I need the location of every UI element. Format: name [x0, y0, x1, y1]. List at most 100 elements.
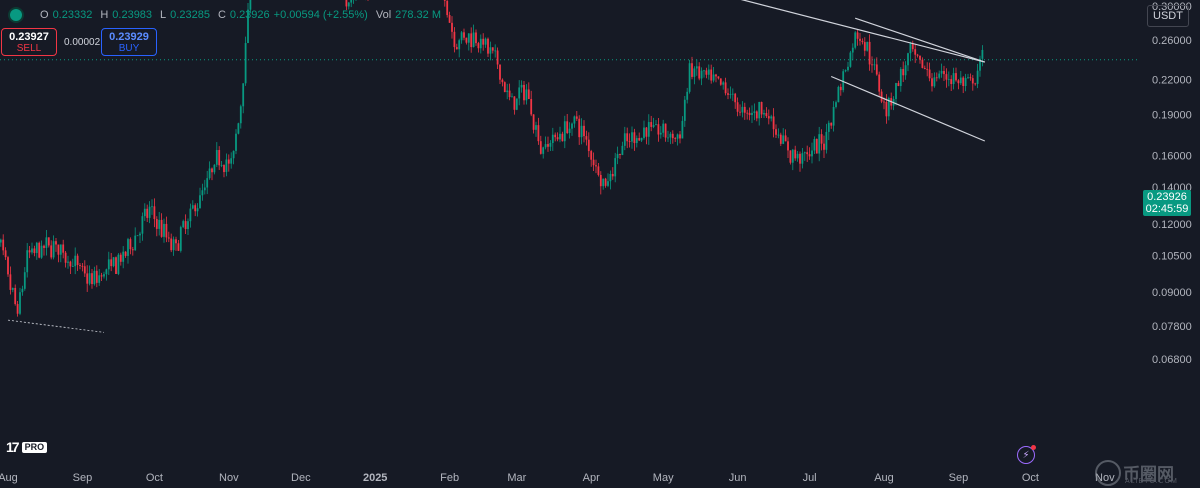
trendline[interactable]: [7, 319, 105, 333]
candle-body: [926, 68, 929, 70]
candle-body: [693, 68, 696, 77]
candle-body: [26, 250, 29, 273]
last-price: 0.23926: [1147, 191, 1187, 203]
candle-body: [736, 102, 739, 112]
candle-body: [167, 237, 170, 239]
price-tick-label: 0.19000: [1152, 110, 1192, 122]
candle-body: [880, 91, 883, 102]
trendline[interactable]: [830, 75, 986, 142]
candle-body: [151, 206, 153, 208]
candle-body: [760, 101, 763, 115]
sell-button[interactable]: 0.23927 SELL: [1, 28, 57, 56]
candle-body: [751, 112, 753, 116]
candle-body: [967, 77, 969, 79]
buy-button[interactable]: 0.23929 BUY: [101, 28, 157, 56]
time-tick-label: Nov: [219, 472, 239, 484]
candle-body: [916, 54, 919, 56]
candle-body: [50, 245, 53, 258]
price-axis[interactable]: 0.500000.400000.340000.300000.260000.220…: [1152, 0, 1192, 366]
candle-body: [484, 38, 487, 45]
candle-body: [16, 304, 19, 314]
candle-body: [230, 158, 233, 164]
candle-body: [463, 32, 465, 38]
volume-label: Vol: [375, 9, 392, 21]
candle-body: [971, 78, 974, 84]
time-tick-label: Apr: [583, 472, 600, 484]
ohlc-legend: O 0.23332 H 0.23983 L 0.23285 C 0.23926 +0.0…: [10, 6, 441, 24]
candle-body: [587, 139, 590, 152]
candle-body: [784, 135, 787, 142]
candle-body: [79, 264, 81, 266]
candle-body: [47, 237, 50, 246]
candle-body: [796, 153, 799, 159]
lightning-icon[interactable]: ⚡: [1017, 445, 1036, 464]
candle-body: [520, 84, 523, 88]
candle-body: [633, 132, 636, 144]
bar-countdown: 02:45:59: [1145, 203, 1189, 215]
candle-body: [172, 239, 175, 251]
candle-body: [146, 208, 149, 218]
candle-body: [155, 219, 158, 229]
candle-body: [59, 244, 62, 255]
candle-body: [479, 38, 482, 49]
candle-body: [849, 52, 852, 67]
tradingview-logo[interactable]: 17 PRO: [6, 439, 48, 455]
spread-value: 0.00002: [64, 37, 101, 48]
candle-body: [112, 257, 115, 267]
candle-body: [511, 96, 513, 98]
candle-body: [220, 165, 223, 166]
candle-body: [547, 144, 549, 147]
trendline[interactable]: [294, 0, 985, 63]
candle-body: [933, 77, 936, 87]
candle-body: [799, 153, 801, 164]
candle-body: [863, 42, 866, 51]
candle-body: [844, 70, 847, 72]
candle-body: [638, 138, 641, 141]
candle-body: [64, 252, 67, 263]
candle-body: [885, 102, 888, 117]
candle-body: [789, 150, 792, 163]
candle-body: [657, 124, 660, 135]
candle-body: [554, 134, 557, 138]
currency-selector[interactable]: USDT: [1147, 5, 1189, 27]
time-tick-label: Jun: [729, 472, 747, 484]
candle-body: [782, 135, 785, 144]
candle-body: [244, 43, 247, 84]
candle-body: [619, 154, 621, 155]
time-axis[interactable]: Aug Sep Oct Nov Dec 2025 Feb Mar Apr May Jun Jul Aug…: [0, 472, 1115, 484]
candle-body: [950, 79, 953, 85]
candle-body: [820, 134, 823, 144]
candle-body: [2, 239, 5, 251]
candle-body: [537, 125, 540, 142]
candle-body: [611, 173, 614, 177]
candle-body: [763, 113, 765, 115]
candle-body: [616, 154, 619, 159]
candle-body: [739, 111, 741, 113]
price-tick-label: 0.06800: [1152, 354, 1192, 366]
candle-body: [731, 93, 734, 95]
price-tick-label: 0.30000: [1152, 1, 1192, 13]
candle-body: [866, 41, 869, 51]
candle-body: [215, 150, 218, 165]
candle-body: [851, 47, 854, 53]
candle-body: [139, 233, 141, 236]
trendline[interactable]: [855, 17, 985, 63]
candle-body: [196, 208, 199, 212]
candle-body: [501, 79, 504, 83]
candle-body: [940, 70, 943, 74]
candle-body: [818, 134, 821, 154]
candle-body: [350, 0, 353, 3]
price-tick-label: 0.12000: [1152, 219, 1192, 231]
candle-body: [811, 150, 813, 157]
price-tick-label: 0.22000: [1152, 75, 1192, 87]
symbol-icon[interactable]: [10, 9, 22, 21]
candle-body: [467, 33, 470, 43]
candle-body: [518, 87, 521, 99]
time-tick-label: Sep: [949, 472, 969, 484]
trendlines[interactable]: [7, 0, 986, 333]
candle-body: [847, 66, 849, 71]
candle-body: [801, 153, 804, 164]
candle-body: [571, 123, 573, 129]
candle-body: [235, 133, 237, 151]
